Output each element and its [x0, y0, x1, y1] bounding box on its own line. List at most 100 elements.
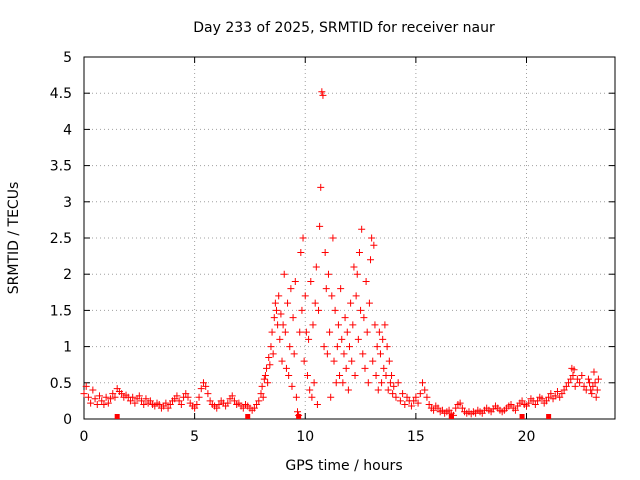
data-point [195, 393, 203, 401]
y-tick-label: 0 [63, 412, 72, 428]
data-point [587, 386, 595, 394]
data-point [296, 328, 304, 336]
data-point [361, 364, 369, 372]
data-point [162, 399, 170, 407]
data-point [191, 404, 199, 412]
y-tick-label: 2 [63, 267, 72, 283]
grid-lines [83, 56, 615, 420]
data-point [95, 392, 103, 400]
data-point [286, 343, 294, 351]
data-point [292, 393, 300, 401]
data-point [593, 386, 601, 394]
data-point [215, 401, 223, 409]
data-point [371, 321, 379, 329]
data-point [93, 401, 101, 409]
data-point [155, 401, 163, 409]
data-point [342, 364, 350, 372]
data-point [360, 314, 368, 322]
data-point [266, 361, 274, 369]
data-point [307, 277, 315, 285]
data-point [401, 401, 409, 409]
data-point [365, 299, 373, 307]
data-point [91, 395, 99, 403]
data-point [594, 375, 602, 383]
data-point [562, 382, 570, 390]
data-point [253, 401, 261, 409]
zero-marker [448, 414, 454, 419]
data-point [425, 401, 433, 409]
data-point [281, 328, 289, 336]
data-point [321, 248, 329, 256]
data-point [368, 234, 376, 242]
data-point [388, 372, 396, 380]
data-point [346, 343, 353, 351]
data-point [573, 375, 581, 383]
data-point [379, 335, 387, 343]
data-point [558, 390, 566, 398]
data-point [412, 393, 420, 401]
data-point [326, 328, 334, 336]
data-point [182, 390, 190, 398]
data-point [131, 399, 139, 407]
data-point [197, 385, 205, 393]
data-point [348, 357, 356, 365]
data-point [372, 372, 380, 380]
data-point [279, 321, 287, 329]
data-point [104, 399, 112, 407]
data-point [349, 321, 357, 329]
y-tick-label: 2.5 [50, 231, 72, 247]
data-point [316, 222, 324, 230]
data-point [111, 393, 119, 401]
data-points [80, 88, 602, 419]
zero-marker [114, 414, 120, 419]
data-point [376, 350, 384, 358]
data-point [184, 393, 192, 401]
data-point [556, 393, 564, 401]
data-point [452, 404, 460, 412]
data-point [277, 310, 285, 318]
data-point [591, 379, 599, 387]
data-point [146, 397, 154, 405]
data-point [267, 343, 275, 351]
y-tick-label: 0.5 [50, 376, 72, 392]
data-point [355, 248, 363, 256]
data-point [177, 401, 185, 409]
data-point [525, 399, 533, 407]
data-point [588, 390, 596, 398]
data-point [258, 382, 266, 390]
data-point [531, 401, 539, 409]
data-point [423, 393, 431, 401]
data-point [268, 328, 276, 336]
data-point [129, 393, 137, 401]
data-point [213, 404, 221, 412]
data-point [331, 306, 339, 314]
data-point [569, 372, 577, 380]
data-point [289, 314, 297, 322]
data-point [367, 256, 375, 264]
data-point [250, 404, 258, 412]
data-point [306, 386, 314, 394]
data-point [329, 234, 337, 242]
data-point [354, 335, 362, 343]
data-point [298, 306, 306, 314]
data-point [560, 386, 568, 394]
y-tick-labels: 0 0.5 1 1.5 2 2.5 3 3.5 4 4.5 5 [50, 50, 72, 428]
y-tick-label: 4.5 [50, 86, 72, 102]
data-point [390, 382, 398, 390]
data-point [538, 395, 546, 403]
data-point [350, 263, 358, 271]
data-point [315, 306, 323, 314]
data-point [239, 404, 247, 412]
data-point [301, 292, 309, 300]
data-point [394, 379, 402, 387]
data-point [392, 393, 400, 401]
data-point [118, 390, 126, 398]
data-point [374, 386, 382, 394]
data-point [257, 390, 265, 398]
data-point [126, 397, 134, 405]
data-point [291, 277, 299, 285]
data-point [261, 372, 269, 380]
y-tick-label: 5 [63, 50, 72, 66]
data-point [584, 375, 592, 383]
data-point [308, 393, 316, 401]
